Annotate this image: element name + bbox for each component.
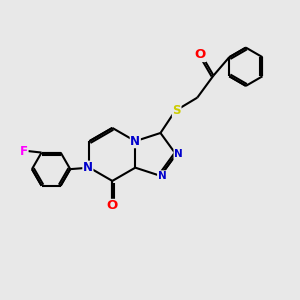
Text: N: N: [83, 161, 93, 174]
Text: F: F: [20, 145, 28, 158]
Text: O: O: [107, 200, 118, 212]
Text: N: N: [130, 135, 140, 148]
Text: O: O: [195, 48, 206, 62]
Text: N: N: [174, 149, 183, 159]
Text: S: S: [172, 104, 181, 117]
Text: N: N: [158, 171, 166, 181]
